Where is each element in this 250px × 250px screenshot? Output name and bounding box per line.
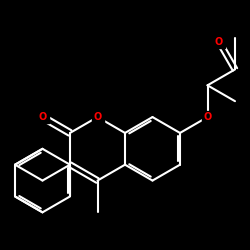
Text: O: O (204, 112, 212, 122)
Text: O: O (38, 112, 47, 122)
Text: O: O (215, 37, 223, 47)
Text: O: O (94, 112, 102, 122)
